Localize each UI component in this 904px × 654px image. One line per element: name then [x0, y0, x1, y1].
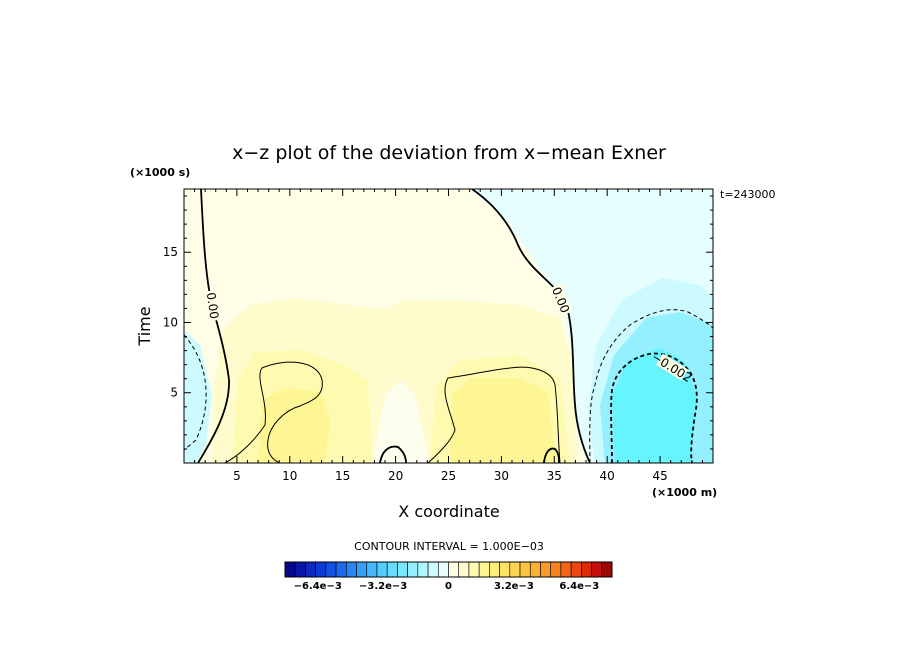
contour-zero-left [197, 189, 230, 463]
fill-band-neg-left [184, 330, 212, 463]
axis-ticks [184, 189, 713, 463]
x-tick-label: 20 [388, 469, 403, 483]
contour-bump-20 [379, 445, 407, 463]
colorbar-bin [325, 561, 337, 578]
colorbar-bin [519, 561, 531, 578]
colorbar [284, 561, 613, 578]
colorbar-labels: −6.4e−3 −3.2e−3 0 3.2e−3 6.4e−3 [294, 581, 600, 592]
x-tick-label: 40 [600, 469, 615, 483]
y-tick-label: 15 [163, 245, 178, 259]
colorbar-frame [284, 561, 613, 578]
colorbar-bin [489, 561, 500, 578]
colorbar-tick-label: 3.2e−3 [494, 581, 534, 592]
colorbar-tick-label: 0 [445, 581, 452, 592]
colorbar-bin [437, 561, 449, 578]
contour-label-bg [549, 283, 573, 317]
colorbar-bin [284, 561, 296, 578]
colorbar-bin [386, 561, 398, 578]
colorbar-bin [294, 561, 306, 578]
chart-title: x−z plot of the deviation from x−mean Ex… [232, 142, 666, 164]
filled-contours [184, 189, 713, 463]
contour-bump-35 [543, 447, 560, 463]
colorbar-bin [601, 561, 613, 578]
colorbar-bin [346, 561, 357, 578]
y-tick-label: 5 [170, 386, 178, 400]
colorbar-bin [417, 561, 429, 578]
x-tick-label: 10 [282, 469, 297, 483]
y-axis-label: Time [135, 306, 154, 346]
colorbar-bin [499, 561, 511, 578]
contour-neg1-left [184, 334, 207, 451]
fill-band-pos3-left [258, 388, 330, 463]
colorbar-bin [529, 561, 541, 578]
colorbar-bin [427, 561, 439, 578]
contour-label-bg [655, 353, 689, 381]
contour-label-bg [204, 289, 222, 322]
colorbar-bin [458, 561, 470, 578]
colorbar-bin [478, 561, 490, 578]
x-tick-label: 15 [335, 469, 350, 483]
colorbar-tick-label: −3.2e−3 [359, 581, 407, 592]
colorbar-bin [376, 561, 388, 578]
time-stamp: t=243000 [720, 188, 776, 201]
colorbar-bin [581, 561, 592, 578]
y-unit-label: (×1000 s) [130, 166, 190, 179]
colorbar-tick-label: 6.4e−3 [559, 581, 599, 592]
colorbar-tick-label: −6.4e−3 [294, 581, 342, 592]
x-tick-label: 35 [547, 469, 562, 483]
colorbar-bin [560, 561, 572, 578]
contour-pos1-left [224, 361, 323, 463]
fill-band-pos3-right [450, 378, 556, 463]
x-tick-label: 25 [441, 469, 456, 483]
x-tick-label: 45 [652, 469, 667, 483]
contour-pos1-right [427, 366, 561, 463]
colorbar-bin [305, 561, 316, 578]
colorbar-bin [356, 561, 368, 578]
contour-interval: CONTOUR INTERVAL = 1.000E−03 [354, 540, 544, 553]
colorbar-bin [397, 561, 408, 578]
colorbar-bin [407, 561, 419, 578]
colorbar-bin [570, 561, 582, 578]
y-tick-label: 10 [163, 315, 178, 329]
colorbar-bin [509, 561, 521, 578]
colorbar-bin [468, 561, 480, 578]
tick-labels: 5 10 15 20 25 30 35 40 45 5 10 15 [163, 245, 668, 483]
x-axis-label: X coordinate [398, 502, 499, 521]
colorbar-bin [335, 561, 347, 578]
fill-center-gap [372, 380, 430, 463]
colorbar-bin [448, 561, 460, 578]
x-tick-label: 5 [233, 469, 241, 483]
x-tick-label: 30 [494, 469, 509, 483]
contour-neg2-right [610, 352, 698, 463]
colorbar-bin [540, 561, 551, 578]
colorbar-bin [366, 561, 378, 578]
contour-neg1-right [589, 309, 713, 463]
colorbar-bin [315, 561, 327, 578]
colorbar-bin [591, 561, 603, 578]
colorbar-bin [550, 561, 562, 578]
x-unit-label: (×1000 m) [652, 486, 717, 499]
contour-label: 0.00 [204, 291, 222, 319]
